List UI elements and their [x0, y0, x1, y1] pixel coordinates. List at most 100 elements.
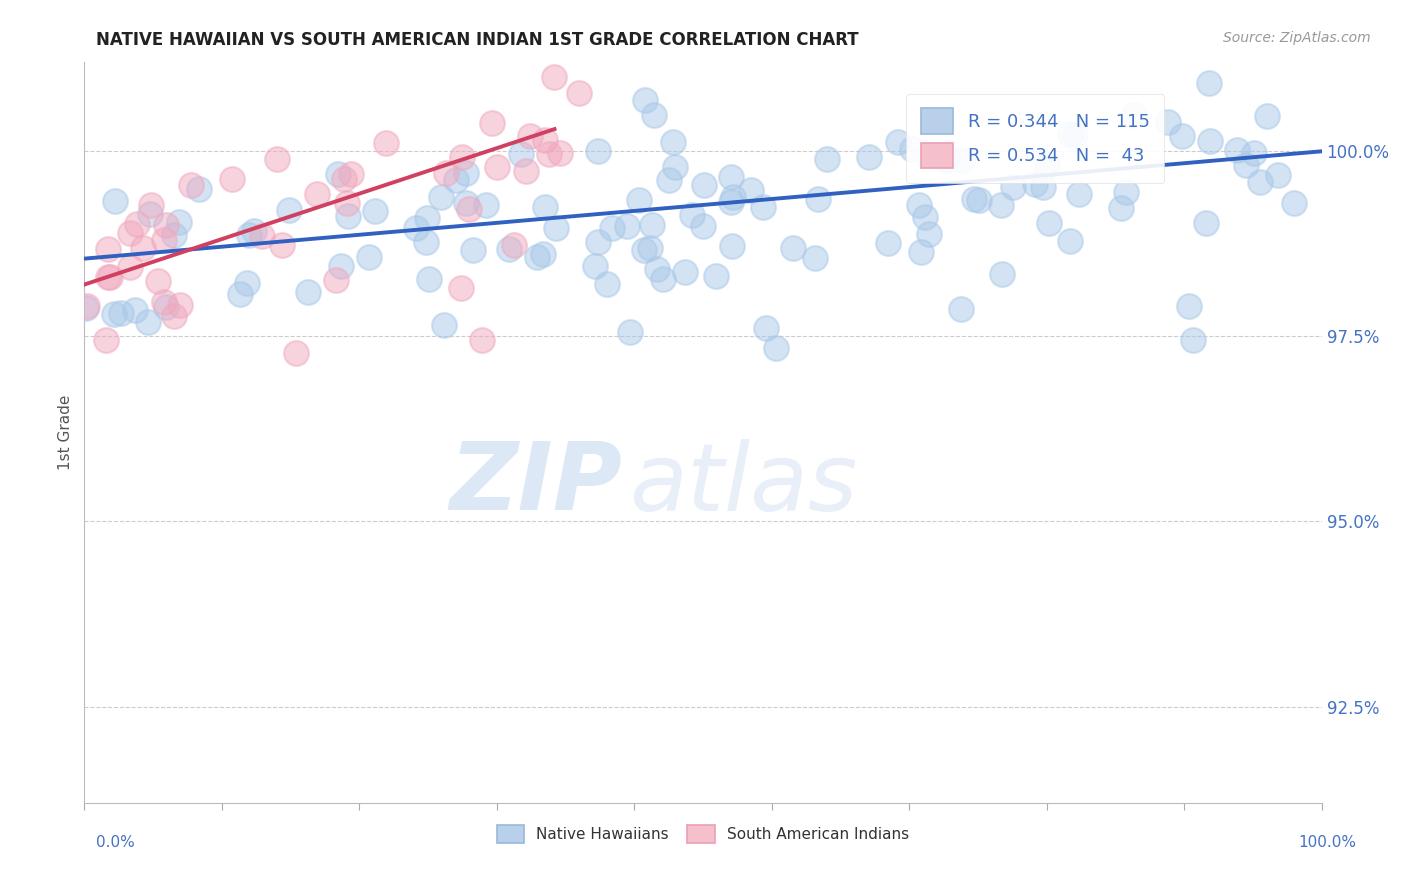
Point	[1114, 185, 1136, 199]
Point	[100, 269, 122, 284]
Point	[652, 272, 675, 286]
Point	[359, 250, 381, 264]
Point	[806, 192, 828, 206]
Point	[1036, 158, 1059, 172]
Point	[531, 247, 554, 261]
Point	[1243, 146, 1265, 161]
Point	[148, 274, 170, 288]
Point	[804, 252, 827, 266]
Point	[548, 146, 571, 161]
Point	[155, 218, 177, 232]
Point	[120, 260, 142, 274]
Point	[418, 272, 440, 286]
Point	[450, 281, 472, 295]
Text: NATIVE HAWAIIAN VS SOUTH AMERICAN INDIAN 1ST GRADE CORRELATION CHART: NATIVE HAWAIIAN VS SOUTH AMERICAN INDIAN…	[96, 31, 858, 49]
Point	[456, 196, 478, 211]
Point	[950, 153, 973, 167]
Point	[486, 160, 509, 174]
Point	[782, 241, 804, 255]
Point	[641, 219, 664, 233]
Point	[918, 227, 941, 242]
Point	[1001, 179, 1024, 194]
Point	[405, 221, 427, 235]
Point	[1024, 178, 1046, 192]
Point	[364, 203, 387, 218]
Point	[721, 190, 744, 204]
Point	[616, 219, 638, 233]
Text: 100.0%: 100.0%	[1299, 836, 1357, 850]
Point	[1195, 216, 1218, 230]
Legend: Native Hawaiians, South American Indians: Native Hawaiians, South American Indians	[489, 818, 917, 851]
Text: atlas: atlas	[628, 439, 858, 530]
Point	[297, 285, 319, 299]
Point	[586, 235, 609, 249]
Point	[1109, 201, 1132, 215]
Point	[221, 172, 243, 186]
Text: Source: ZipAtlas.com: Source: ZipAtlas.com	[1223, 31, 1371, 45]
Point	[586, 144, 609, 158]
Point	[1178, 300, 1201, 314]
Point	[97, 242, 120, 256]
Point	[526, 251, 548, 265]
Point	[658, 173, 681, 187]
Point	[97, 270, 120, 285]
Point	[638, 241, 661, 255]
Point	[543, 70, 565, 85]
Point	[430, 190, 453, 204]
Point	[662, 135, 685, 149]
Point	[1198, 76, 1220, 90]
Point	[238, 227, 260, 242]
Point	[75, 301, 97, 315]
Point	[456, 166, 478, 180]
Point	[721, 239, 744, 253]
Point	[124, 302, 146, 317]
Point	[1063, 128, 1085, 142]
Point	[266, 152, 288, 166]
Point	[755, 321, 778, 335]
Point	[434, 166, 457, 180]
Point	[583, 259, 606, 273]
Point	[664, 160, 686, 174]
Point	[187, 182, 209, 196]
Point	[510, 147, 533, 161]
Point	[162, 228, 184, 243]
Point	[963, 192, 986, 206]
Point	[163, 309, 186, 323]
Point	[991, 268, 1014, 282]
Point	[908, 198, 931, 212]
Point	[139, 198, 162, 212]
Point	[619, 326, 641, 340]
Point	[1225, 143, 1247, 157]
Point	[167, 215, 190, 229]
Point	[519, 129, 541, 144]
Point	[153, 295, 176, 310]
Point	[474, 198, 496, 212]
Point	[681, 209, 703, 223]
Point	[537, 147, 560, 161]
Point	[1157, 115, 1180, 129]
Point	[1234, 158, 1257, 172]
Point	[461, 243, 484, 257]
Point	[600, 221, 623, 235]
Point	[415, 235, 437, 249]
Point	[765, 341, 787, 355]
Point	[152, 233, 174, 247]
Point	[693, 178, 716, 193]
Point	[1038, 216, 1060, 230]
Point	[815, 152, 838, 166]
Point	[706, 269, 728, 284]
Point	[1171, 128, 1194, 143]
Point	[887, 135, 910, 149]
Point	[901, 142, 924, 156]
Point	[458, 202, 481, 217]
Point	[1284, 196, 1306, 211]
Text: 0.0%: 0.0%	[96, 836, 135, 850]
Point	[740, 183, 762, 197]
Point	[444, 173, 467, 187]
Point	[340, 167, 363, 181]
Point	[675, 265, 697, 279]
Point	[914, 211, 936, 225]
Y-axis label: 1st Grade: 1st Grade	[58, 395, 73, 470]
Point	[568, 86, 591, 100]
Point	[990, 198, 1012, 212]
